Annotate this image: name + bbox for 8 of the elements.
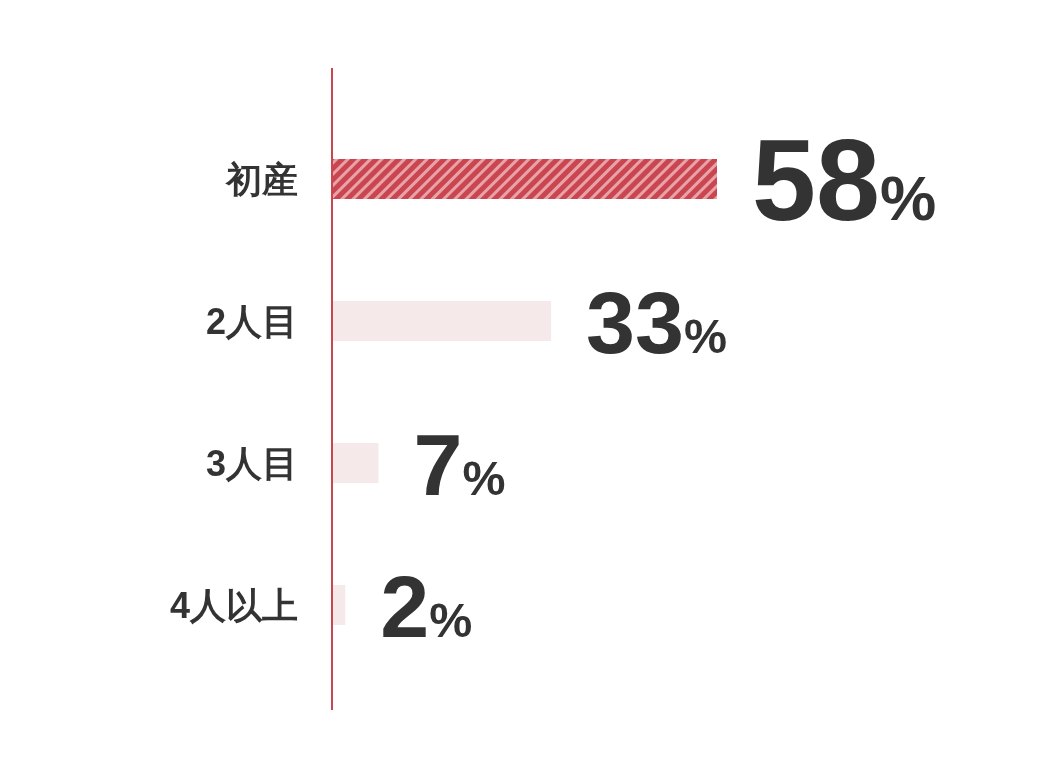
y-tick-label: 4人以上 [169,585,298,626]
y-tick-label: 初産 [225,159,298,200]
data-label: 58% [752,116,937,245]
y-tick-label: 2人目 [205,301,298,342]
data-label: 2% [380,556,473,656]
data-label: 7% [413,414,506,514]
y-tick-label: 3人目 [205,443,298,484]
data-label: 33% [586,272,727,372]
